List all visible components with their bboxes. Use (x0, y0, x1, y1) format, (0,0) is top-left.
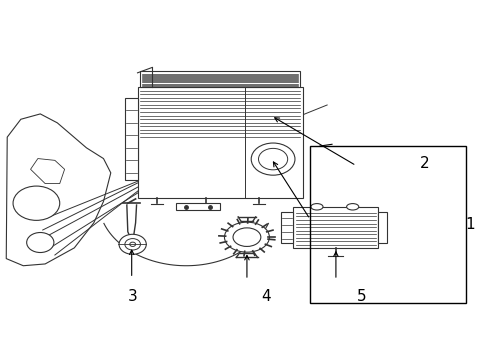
Circle shape (27, 233, 54, 252)
Ellipse shape (233, 228, 260, 247)
Circle shape (180, 135, 201, 150)
Text: 4: 4 (261, 289, 271, 303)
Circle shape (129, 242, 135, 247)
Text: 2: 2 (419, 157, 428, 171)
Bar (281, 212, 292, 243)
Ellipse shape (205, 138, 214, 151)
Polygon shape (30, 158, 64, 184)
Ellipse shape (224, 222, 269, 252)
Bar (292, 207, 377, 248)
Circle shape (13, 186, 60, 220)
Bar (176, 203, 220, 210)
Ellipse shape (346, 203, 358, 210)
Text: 5: 5 (356, 289, 365, 303)
Circle shape (119, 234, 146, 254)
Bar (137, 87, 302, 198)
Bar (309, 146, 465, 303)
Polygon shape (6, 114, 111, 266)
Bar (125, 98, 137, 180)
Circle shape (124, 239, 140, 250)
Circle shape (251, 143, 294, 175)
Bar (377, 212, 386, 243)
Ellipse shape (203, 135, 217, 153)
Circle shape (174, 130, 207, 155)
Circle shape (258, 148, 287, 170)
Ellipse shape (310, 203, 323, 210)
Text: 3: 3 (127, 289, 137, 303)
Bar (140, 71, 300, 87)
Text: 1: 1 (465, 217, 474, 232)
